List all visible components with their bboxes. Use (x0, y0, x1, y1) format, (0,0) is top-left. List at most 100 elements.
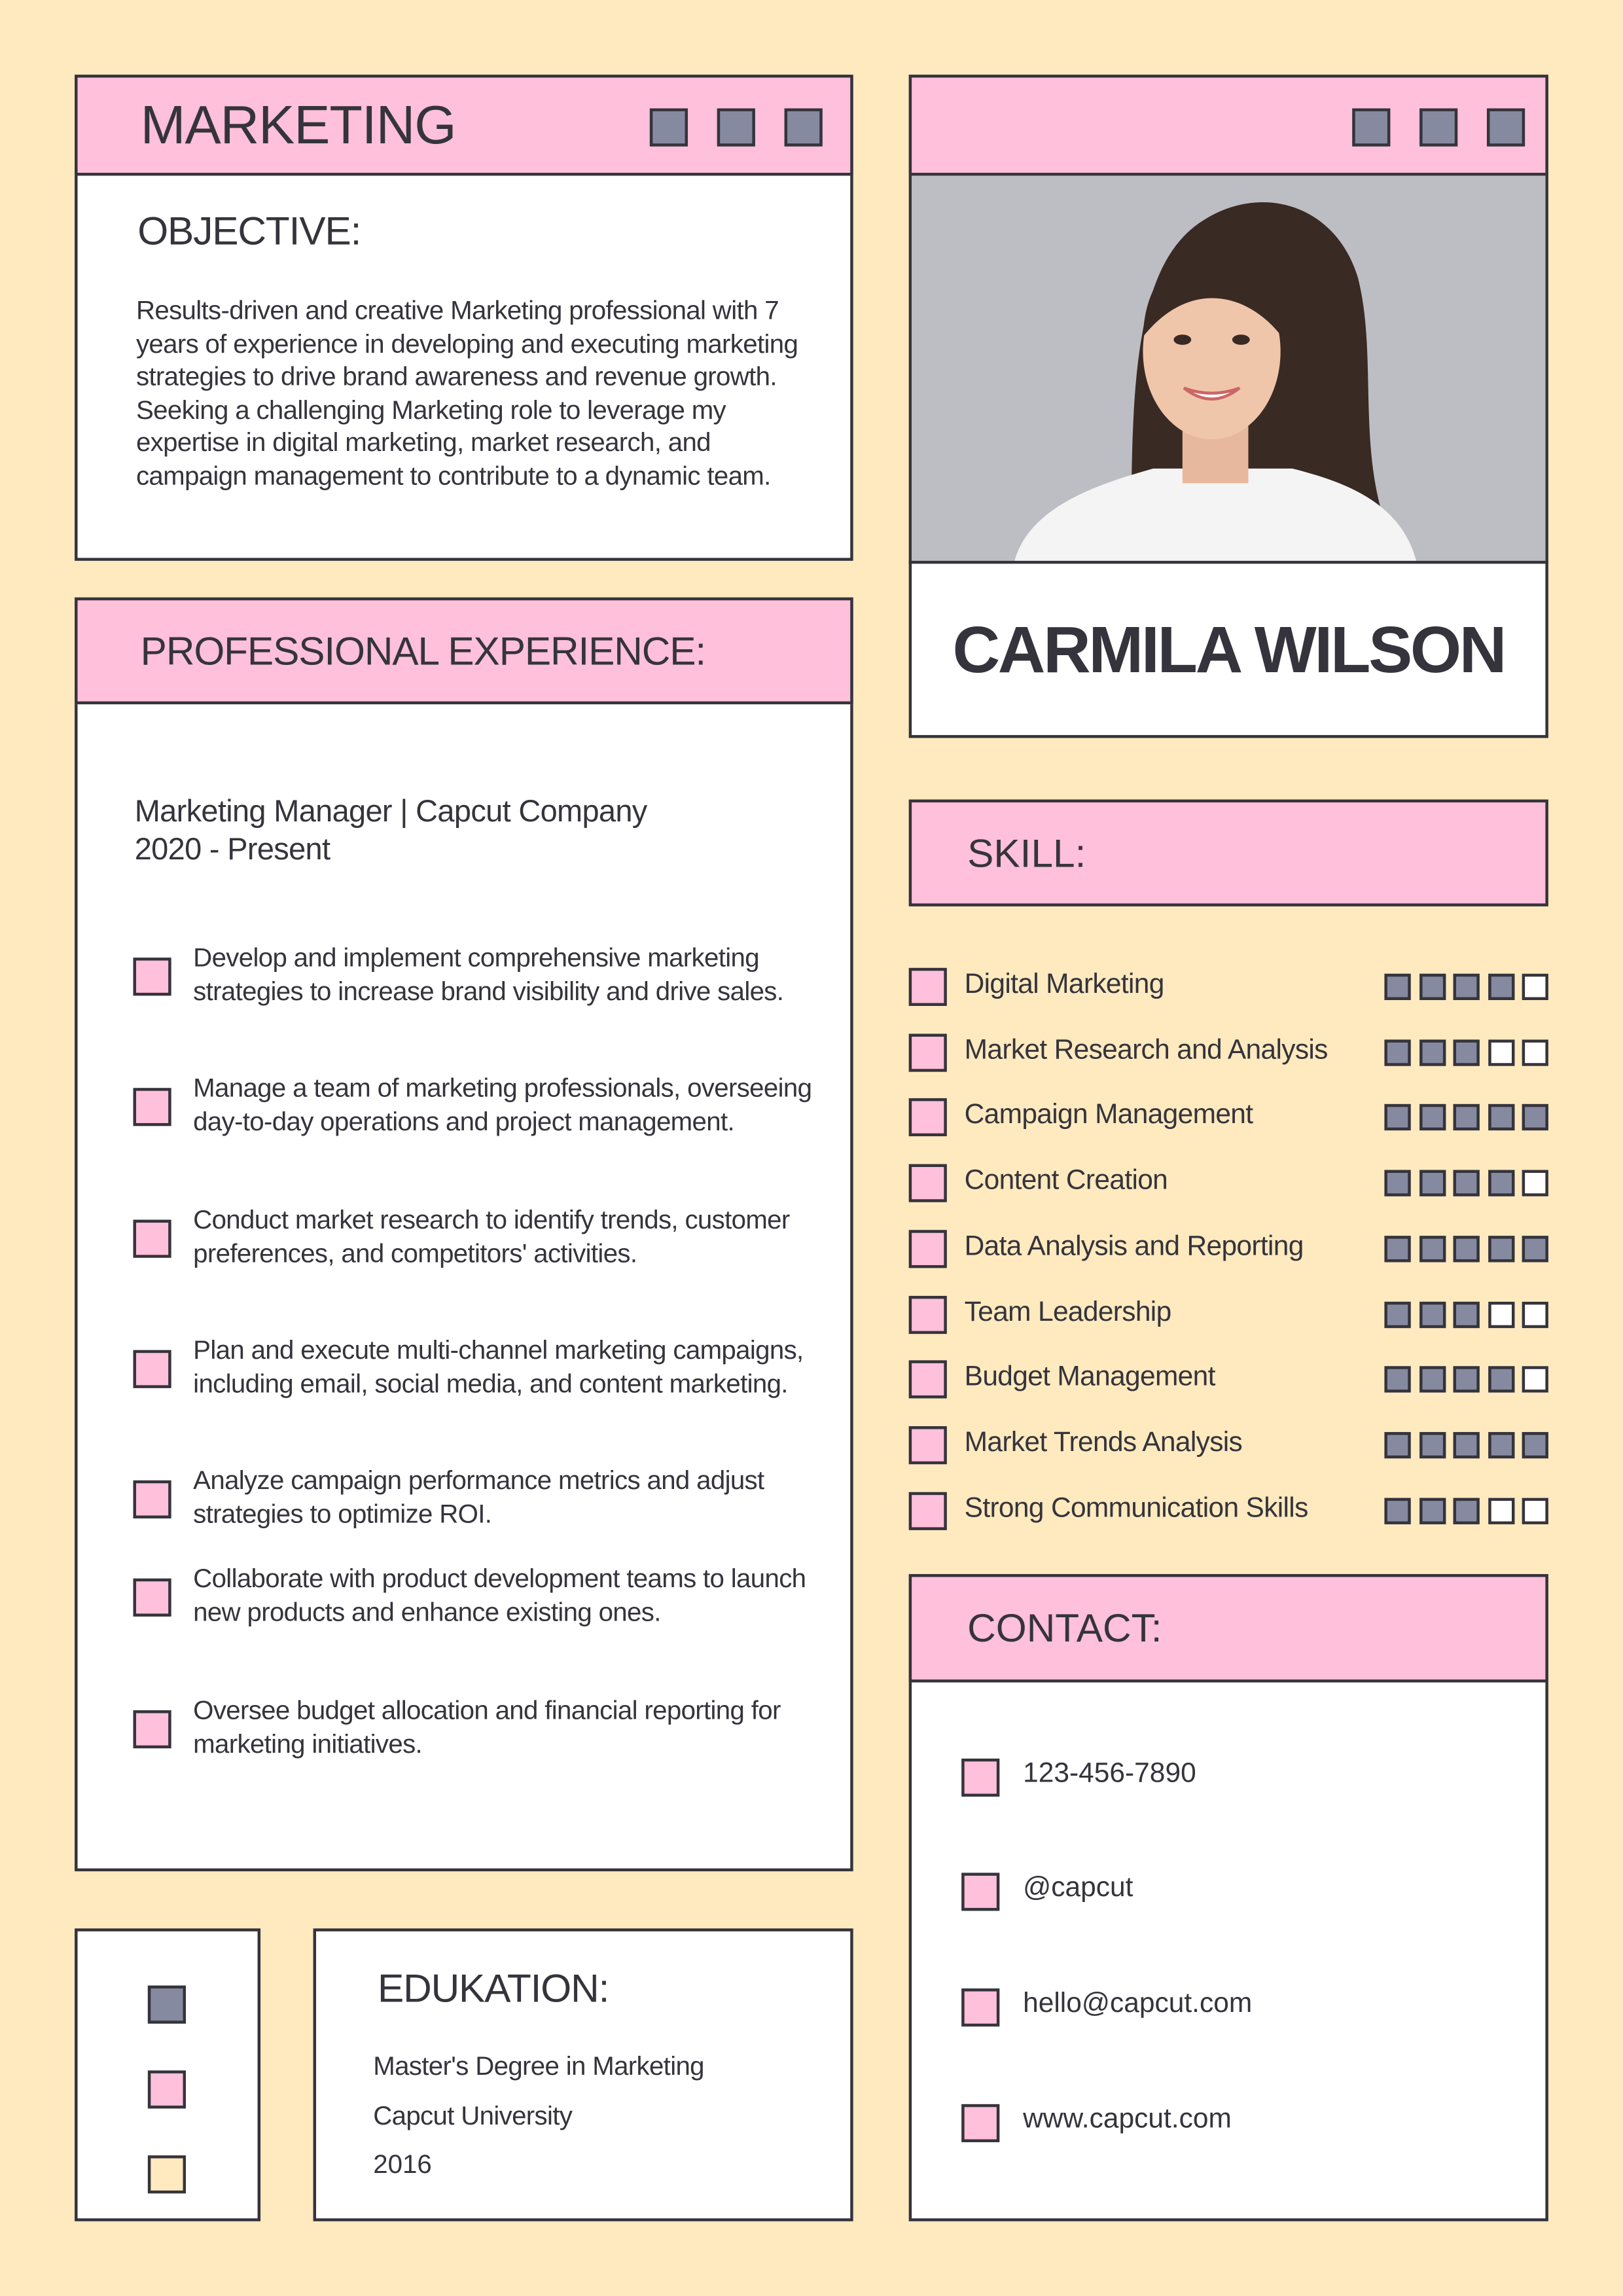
rating-empty-icon (1522, 1497, 1548, 1524)
education-year: 2016 (373, 2149, 432, 2179)
rating-empty-icon (1488, 1039, 1514, 1066)
bullet-square-icon (908, 967, 947, 1006)
skill-rating (1384, 1039, 1548, 1066)
skill-label: Data Analysis and Reporting (964, 1231, 1304, 1263)
bullet-square-icon (133, 958, 171, 996)
title-header: MARKETING (75, 75, 853, 176)
rating-filled-icon (1384, 1300, 1411, 1328)
skill-label: Market Trends Analysis (964, 1427, 1243, 1459)
contact-header: CONTACT: (908, 1573, 1548, 1683)
bullet-square-icon (908, 1360, 947, 1399)
window-square-icon (717, 108, 755, 147)
skill-label: Market Research and Analysis (964, 1035, 1329, 1066)
skill-row: Strong Communication Skills (908, 1491, 1548, 1530)
education-heading: EDUKATION: (377, 1966, 609, 2011)
skill-row: Market Trends Analysis (908, 1426, 1548, 1464)
rating-empty-icon (1522, 973, 1548, 1001)
rating-filled-icon (1418, 1039, 1446, 1066)
rating-filled-icon (1418, 1431, 1446, 1459)
rating-filled-icon (1453, 1497, 1480, 1524)
rating-filled-icon (1418, 973, 1446, 1001)
skill-rating (1384, 1431, 1548, 1459)
bullet-square-icon (961, 1758, 1000, 1797)
bullet-square-icon (908, 1098, 947, 1137)
rating-filled-icon (1522, 1235, 1548, 1263)
skill-row: Budget Management (908, 1360, 1548, 1399)
decor-card (75, 1928, 261, 2221)
skill-row: Campaign Management (908, 1098, 1548, 1137)
rating-filled-icon (1384, 973, 1411, 1001)
rating-filled-icon (1522, 1431, 1548, 1459)
profile-photo (912, 175, 1546, 563)
rating-filled-icon (1453, 1300, 1480, 1328)
skill-label: Team Leadership (964, 1297, 1172, 1328)
page-title: MARKETING (140, 95, 457, 156)
bullet-square-icon (961, 1873, 1000, 1911)
rating-filled-icon (1418, 1366, 1446, 1393)
square-icon (147, 2155, 186, 2194)
window-square-icon (1352, 108, 1391, 147)
skill-row: Data Analysis and Reporting (908, 1229, 1548, 1268)
contact-value: @capcut (1023, 1873, 1133, 1904)
rating-empty-icon (1488, 1497, 1514, 1524)
rating-filled-icon (1384, 1235, 1411, 1263)
bullet-square-icon (133, 1578, 171, 1617)
skill-rating (1384, 1104, 1548, 1131)
window-square-icon (649, 108, 688, 147)
experience-item: Analyze campaign performance metrics and… (193, 1465, 764, 1528)
experience-item: Collaborate with product development tea… (193, 1564, 806, 1626)
skill-label: Budget Management (964, 1362, 1216, 1393)
experience-card (75, 597, 853, 1872)
rating-filled-icon (1384, 1170, 1411, 1197)
bullet-square-icon (908, 1164, 947, 1202)
rating-filled-icon (1488, 1170, 1514, 1197)
square-icon (147, 1985, 186, 2024)
profile-header (908, 75, 1548, 176)
rating-filled-icon (1384, 1366, 1411, 1393)
rating-filled-icon (1418, 1104, 1446, 1131)
rating-filled-icon (1522, 1104, 1548, 1131)
divider (908, 560, 1548, 564)
rating-filled-icon (1384, 1497, 1411, 1524)
experience-header: PROFESSIONAL EXPERIENCE: (75, 597, 853, 705)
skill-rating (1384, 1300, 1548, 1328)
objective-heading: OBJECTIVE: (137, 209, 361, 254)
rating-filled-icon (1453, 1039, 1480, 1066)
rating-filled-icon (1384, 1104, 1411, 1131)
rating-filled-icon (1418, 1300, 1446, 1328)
skill-label: Content Creation (964, 1166, 1168, 1197)
contact-heading: CONTACT: (967, 1606, 1162, 1651)
education-degree: Master's Degree in Marketing (373, 2051, 704, 2081)
window-square-icon (784, 108, 823, 147)
skill-rating (1384, 1235, 1548, 1263)
skill-row: Digital Marketing (908, 967, 1548, 1006)
skill-rating (1384, 1366, 1548, 1393)
rating-filled-icon (1418, 1497, 1446, 1524)
window-square-icon (1486, 108, 1525, 147)
experience-item: Develop and implement comprehensive mark… (193, 942, 784, 1005)
window-square-icon (1419, 108, 1458, 147)
rating-empty-icon (1522, 1366, 1548, 1393)
bullet-square-icon (133, 1710, 171, 1749)
rating-empty-icon (1522, 1170, 1548, 1197)
skill-heading: SKILL: (967, 831, 1086, 876)
bullet-square-icon (908, 1491, 947, 1530)
rating-filled-icon (1384, 1431, 1411, 1459)
contact-value: hello@capcut.com (1023, 1988, 1253, 2020)
experience-heading: PROFESSIONAL EXPERIENCE: (140, 629, 707, 674)
experience-item: Conduct market research to identify tren… (193, 1205, 790, 1268)
bullet-square-icon (908, 1426, 947, 1464)
rating-filled-icon (1453, 1366, 1480, 1393)
job-role: Marketing Manager | Capcut Company (134, 795, 648, 829)
skill-label: Digital Marketing (964, 969, 1165, 1001)
skill-rating (1384, 1497, 1548, 1524)
experience-item: Manage a team of marketing professionals… (193, 1073, 812, 1136)
contact-value: www.capcut.com (1023, 2104, 1232, 2135)
rating-filled-icon (1418, 1235, 1446, 1263)
rating-filled-icon (1488, 1235, 1514, 1263)
objective-text: Results-driven and creative Marketing pr… (135, 295, 798, 490)
bullet-square-icon (908, 1229, 947, 1268)
skill-row: Content Creation (908, 1164, 1548, 1202)
experience-item: Plan and execute multi-channel marketing… (193, 1335, 804, 1398)
